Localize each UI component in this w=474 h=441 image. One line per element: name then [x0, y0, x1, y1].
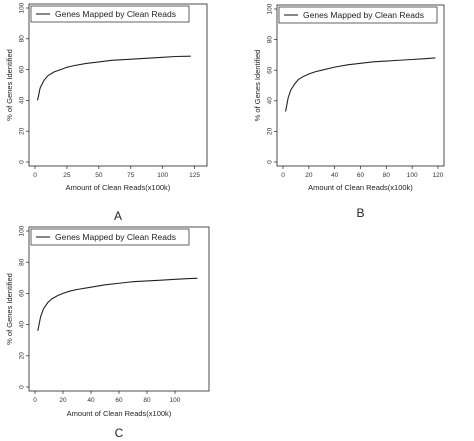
y-tick-label: 40 [18, 96, 25, 104]
legend-box [30, 228, 190, 246]
x-tick-label: 20 [305, 172, 313, 179]
y-tick-label: 20 [18, 127, 25, 135]
y-tick-label: 60 [18, 66, 25, 74]
x-tick-label: 75 [127, 172, 135, 179]
panel-letter: A [114, 209, 122, 223]
panel-letter: B [356, 206, 364, 220]
y-tick-label: 20 [266, 127, 273, 135]
y-tick-label: 100 [18, 2, 25, 13]
x-tick-label: 80 [383, 172, 391, 179]
x-axis-label: Amount of Clean Reads(x100k) [308, 183, 413, 192]
x-axis-label: Amount of Clean Reads(x100k) [66, 183, 171, 192]
plot-frame [28, 226, 210, 392]
x-tick-label: 60 [357, 172, 365, 179]
y-axis-label: % of Genes Identified [253, 50, 262, 122]
x-tick-label: 120 [433, 172, 444, 179]
x-tick-label: 20 [59, 397, 67, 404]
y-tick-label: 0 [18, 160, 25, 164]
chart-panel-b: 0 20 40 60 80 100 0 20 40 60 80 100 120 Amount of Cle… [253, 3, 445, 220]
x-tick-label: 100 [407, 172, 418, 179]
y-tick-label: 0 [266, 160, 273, 164]
x-tick-label: 50 [95, 172, 103, 179]
legend-box [30, 5, 190, 23]
x-tick-label: 125 [189, 172, 200, 179]
x-axis-label: Amount of Clean Reads(x100k) [67, 409, 172, 418]
legend-label: Genes Mapped by Clean Reads [55, 9, 176, 19]
y-tick-label: 80 [18, 35, 25, 43]
y-axis-label: % of Genes Identified [5, 273, 14, 345]
legend-label: Genes Mapped by Clean Reads [55, 232, 176, 242]
x-tick-label: 40 [87, 397, 95, 404]
y-tick-label: 100 [266, 3, 273, 14]
y-tick-label: 60 [18, 289, 25, 297]
x-tick-label: 60 [115, 397, 123, 404]
legend-box [278, 6, 438, 24]
y-tick-label: 0 [18, 385, 25, 389]
chart-panel-a: 0 20 40 60 80 100 0 25 50 75 100 125 Amount of Clean… [5, 2, 208, 223]
x-tick-label: 0 [33, 397, 37, 404]
x-tick-label: 0 [281, 172, 285, 179]
x-tick-label: 100 [170, 397, 181, 404]
x-tick-label: 100 [157, 172, 168, 179]
plot-frame [28, 3, 208, 167]
chart-panel-c: 0 20 40 60 80 100 0 20 40 60 80 100 Amount of Clean … [5, 225, 210, 440]
x-tick-label: 40 [331, 172, 339, 179]
y-tick-label: 100 [18, 225, 25, 236]
series-line [37, 277, 198, 331]
y-tick-label: 20 [18, 352, 25, 360]
y-tick-label: 40 [18, 321, 25, 329]
y-tick-label: 80 [266, 36, 273, 44]
y-axis-label: % of Genes Identified [5, 49, 14, 121]
x-tick-label: 80 [143, 397, 151, 404]
panel-letter: C [115, 426, 124, 440]
y-tick-label: 80 [18, 258, 25, 266]
y-tick-label: 60 [266, 66, 273, 74]
x-tick-label: 0 [33, 172, 37, 179]
series-line [285, 57, 436, 112]
series-line [37, 55, 191, 101]
plot-frame [276, 4, 445, 167]
legend-label: Genes Mapped by Clean Reads [303, 10, 424, 20]
y-tick-label: 40 [266, 97, 273, 105]
x-tick-label: 25 [63, 172, 71, 179]
